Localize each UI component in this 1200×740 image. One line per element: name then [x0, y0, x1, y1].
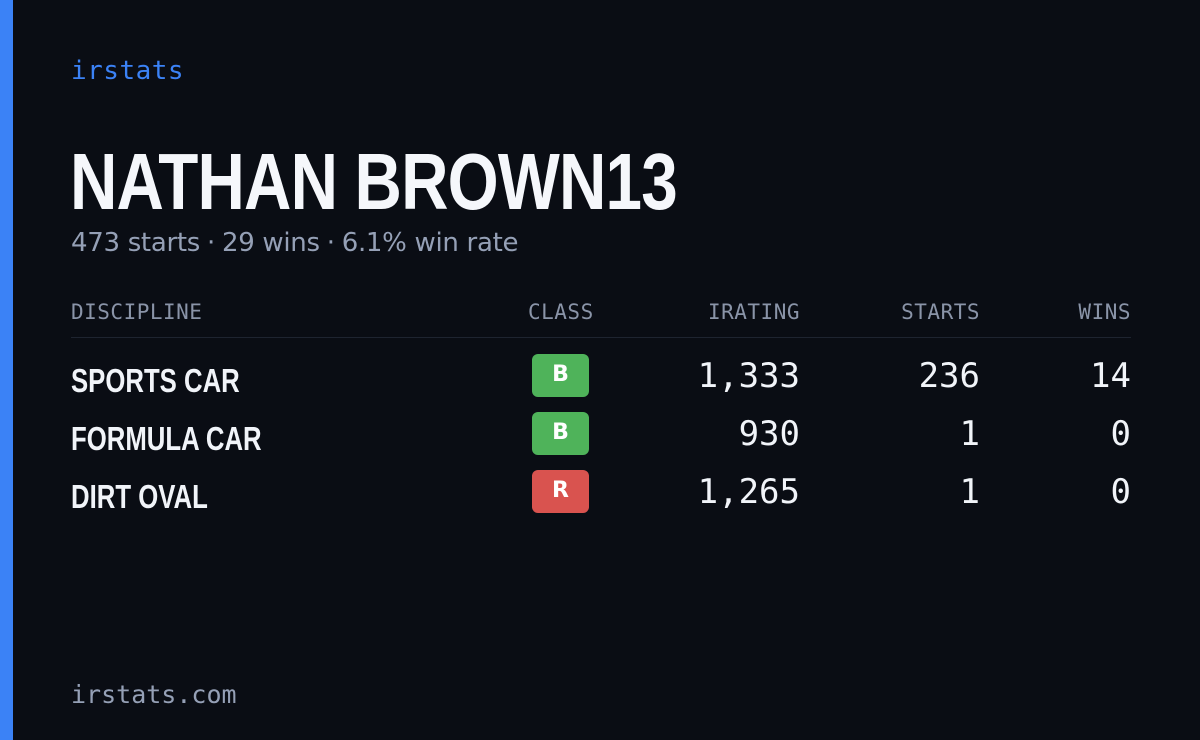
class-badge: R	[532, 470, 589, 513]
wins-value: 0	[1110, 472, 1131, 512]
brand-logo[interactable]: irstats	[71, 56, 185, 86]
driver-name: NATHAN BROWN13	[70, 137, 678, 226]
table-row: SPORTS CAR B 1,333 236 14	[71, 354, 1131, 412]
discipline-stats-table: DISCIPLINE CLASS IRATING STARTS WINS SPO…	[71, 300, 1131, 528]
summary-separator: ·	[207, 228, 215, 258]
irating-value: 1,333	[697, 356, 800, 396]
summary-separator: ·	[326, 228, 335, 258]
starts-value: 1	[959, 414, 980, 454]
class-badge: B	[532, 412, 589, 455]
header-discipline: DISCIPLINE	[71, 300, 203, 324]
accent-bar	[0, 0, 13, 740]
table-header: DISCIPLINE CLASS IRATING STARTS WINS	[71, 300, 1131, 338]
irating-value: 1,265	[697, 472, 800, 512]
driver-summary: 473 starts · 29 wins · 6.1% win rate	[71, 228, 518, 258]
table-body: SPORTS CAR B 1,333 236 14 FORMULA CAR B …	[71, 338, 1131, 528]
wins-value: 14	[1090, 356, 1131, 396]
discipline-name: FORMULA CAR	[71, 420, 262, 457]
summary-starts: 473 starts	[71, 228, 200, 258]
irating-value: 930	[738, 414, 800, 454]
class-badge: B	[532, 354, 589, 397]
footer-domain-link[interactable]: irstats.com	[71, 680, 237, 709]
starts-value: 1	[959, 472, 980, 512]
header-wins: WINS	[1078, 300, 1131, 324]
discipline-name: DIRT OVAL	[71, 478, 208, 515]
wins-value: 0	[1110, 414, 1131, 454]
header-class: CLASS	[528, 300, 594, 324]
discipline-name: SPORTS CAR	[71, 362, 240, 399]
table-row: DIRT OVAL R 1,265 1 0	[71, 470, 1131, 528]
summary-win-rate: 6.1% win rate	[341, 228, 519, 258]
summary-wins: 29 wins	[221, 228, 320, 258]
table-row: FORMULA CAR B 930 1 0	[71, 412, 1131, 470]
header-irating: IRATING	[707, 300, 800, 324]
header-starts: STARTS	[901, 300, 980, 324]
starts-value: 236	[918, 356, 980, 396]
